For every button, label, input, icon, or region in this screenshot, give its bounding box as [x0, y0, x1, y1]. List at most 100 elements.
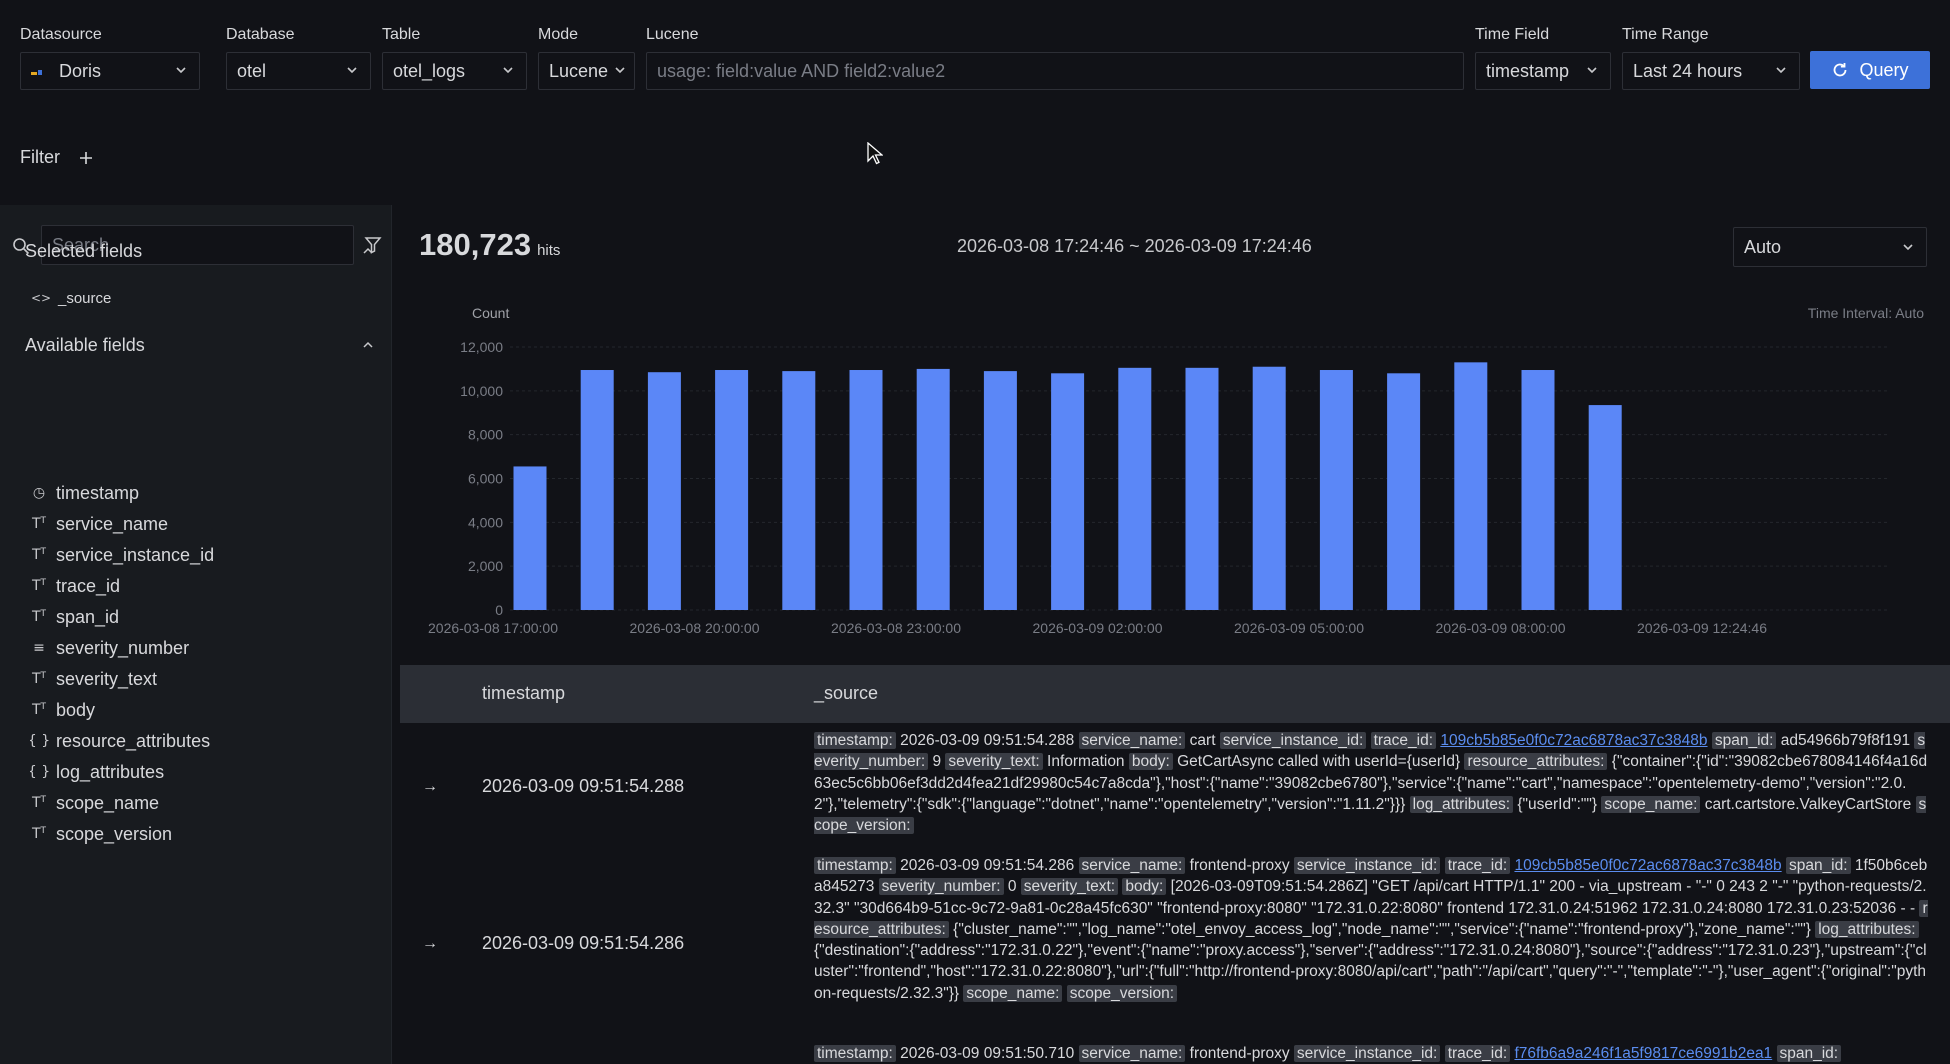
- query-button[interactable]: Query: [1810, 51, 1930, 89]
- chart-x-tick-label: 2026-03-08 23:00:00: [831, 620, 961, 636]
- field-search-input[interactable]: Search: [41, 225, 354, 265]
- selected-fields-header[interactable]: Selected fields: [25, 239, 375, 263]
- source-field-value: {"destination":{"address":"172.31.0.22"}…: [814, 942, 1927, 1002]
- field-item-service-instance-id[interactable]: T T service_instance_id: [30, 542, 215, 568]
- chevron-down-icon: [1587, 67, 1597, 74]
- field-item-scope-version[interactable]: T T scope_version: [30, 821, 215, 847]
- plus-icon[interactable]: [78, 150, 94, 166]
- time-field-value: timestamp: [1486, 60, 1570, 81]
- field-item-resource-attributes[interactable]: { } resource_attributes: [30, 728, 260, 754]
- expand-row-icon[interactable]: →: [422, 778, 438, 795]
- field-item-span-id[interactable]: T T span_id: [30, 604, 215, 630]
- chart-bar[interactable]: [1252, 366, 1286, 610]
- source-field-value: 1f50b6ceba845273: [814, 857, 1928, 896]
- field-name: service_name: [56, 513, 169, 534]
- chart-bar[interactable]: [916, 368, 950, 610]
- field-item-severity-text[interactable]: T T severity_text: [30, 666, 215, 692]
- chart-bar[interactable]: [1185, 367, 1219, 610]
- time-range-select[interactable]: Last 24 hours: [1622, 52, 1800, 90]
- column-header-source[interactable]: _source: [814, 683, 879, 703]
- chart-bar[interactable]: [1051, 373, 1085, 610]
- source-field-value: frontend-proxy: [1189, 1045, 1290, 1062]
- chart-y-tick-label: 0: [495, 602, 503, 618]
- chart-bar[interactable]: [513, 466, 547, 610]
- lucene-label: Lucene: [646, 26, 699, 43]
- field-item-scope-name[interactable]: T T scope_name: [30, 790, 215, 816]
- source-field-key: resource_attributes:: [1464, 753, 1608, 771]
- source-field-key: span_id:: [1711, 732, 1777, 749]
- expand-row-icon[interactable]: →: [422, 935, 438, 952]
- chart-y-tick-label: 4,000: [468, 514, 503, 530]
- hits-label: hits: [537, 242, 561, 259]
- source-field-key: body:: [1128, 753, 1173, 771]
- chart-bar[interactable]: [1319, 370, 1353, 610]
- table-select[interactable]: otel_logs: [382, 52, 527, 90]
- chart-bar[interactable]: [647, 372, 681, 610]
- search-icon: [13, 238, 30, 255]
- clock-icon: ◷: [32, 485, 46, 501]
- source-field-key: service_name:: [1078, 857, 1186, 874]
- lucene-query-input[interactable]: usage: field:value AND field2:value2: [646, 52, 1464, 90]
- chart-bar[interactable]: [1521, 370, 1555, 610]
- source-field-key: service_name:: [1078, 1045, 1186, 1062]
- code-icon: <>: [32, 291, 52, 305]
- filter-funnel-icon[interactable]: [364, 236, 382, 254]
- field-item-log-attributes[interactable]: { } log_attributes: [30, 759, 260, 785]
- trace-id-link[interactable]: 109cb5b85e0f0c72ac6878ac37c3848b: [1440, 732, 1708, 749]
- row-timestamp: 2026-03-09 09:51:54.288: [482, 776, 685, 796]
- chart-bar[interactable]: [782, 371, 816, 610]
- field-item-severity-number[interactable]: ≡ severity_number: [30, 635, 215, 661]
- field-item-trace-id[interactable]: T T trace_id: [30, 573, 215, 599]
- table-value: otel_logs: [393, 60, 466, 81]
- field-item-timestamp[interactable]: ◷ timestamp: [30, 480, 215, 506]
- source-field-key: service_instance_id:: [1293, 857, 1441, 874]
- source-field-value: cart.cartstore.ValkeyCartStore: [1704, 795, 1912, 813]
- histogram-chart: Count Time Interval: Auto 0 2,000 4,000 6,000…: [428, 305, 1924, 636]
- available-fields-header[interactable]: Available fields: [25, 333, 375, 357]
- chart-bar[interactable]: [715, 370, 749, 610]
- chart-bar[interactable]: [983, 371, 1017, 610]
- source-field-key: service_name:: [1078, 732, 1186, 749]
- source-field-value: 2026-03-09 09:51:50.710: [900, 1045, 1075, 1062]
- filter-label: Filter: [20, 147, 60, 167]
- query-toolbar: Datasource Doris Database otel Table ote…: [0, 0, 1950, 110]
- doris-logo-icon: [31, 70, 42, 75]
- source-field-key: scope_name:: [963, 984, 1063, 1002]
- interval-select[interactable]: Auto: [1733, 227, 1927, 267]
- datasource-select[interactable]: Doris: [20, 52, 200, 90]
- chart-bar[interactable]: [1387, 373, 1421, 610]
- chart-bar[interactable]: [1588, 405, 1622, 610]
- chevron-down-icon: [347, 67, 357, 74]
- chart-bar[interactable]: [1454, 362, 1488, 610]
- source-field-key: trace_id:: [1444, 857, 1511, 874]
- braces-icon: { }: [30, 733, 51, 749]
- field-item-body[interactable]: T T body: [30, 697, 215, 723]
- mode-select[interactable]: Lucene: [538, 52, 635, 90]
- database-select[interactable]: otel: [226, 52, 371, 90]
- field-name: severity_text: [56, 668, 158, 689]
- trace-id-link[interactable]: 109cb5b85e0f0c72ac6878ac37c3848b: [1514, 857, 1782, 874]
- source-field-value: [2026-03-09T09:51:54.286Z] "GET /api/car…: [814, 878, 1927, 917]
- chart-y-axis-label: Count: [472, 305, 509, 321]
- time-field-select[interactable]: timestamp: [1475, 52, 1611, 90]
- number-list-icon: ≡: [33, 640, 45, 656]
- chart-x-tick-label: 2026-03-08 20:00:00: [630, 620, 760, 636]
- source-field-key: span_id:: [1785, 857, 1851, 874]
- source-field-key: trace_id:: [1370, 732, 1437, 749]
- chart-y-tick-label: 6,000: [468, 471, 503, 487]
- source-field-value: 2026-03-09 09:51:54.288: [900, 732, 1075, 749]
- chart-bar[interactable]: [580, 370, 614, 610]
- trace-id-link[interactable]: f76fb6a9a246f1a5f9817ce6991b2ea1: [1514, 1045, 1773, 1062]
- chart-bar[interactable]: [849, 370, 883, 610]
- database-value: otel: [237, 60, 267, 81]
- field-name: log_attributes: [56, 761, 165, 782]
- hits-count: 180,723: [419, 227, 532, 262]
- column-header-timestamp[interactable]: timestamp: [482, 683, 566, 703]
- source-field-value: Information: [1047, 753, 1125, 771]
- field-name: service_instance_id: [56, 544, 215, 565]
- field-item-service-name[interactable]: T T service_name: [30, 511, 215, 537]
- chart-bar[interactable]: [1118, 367, 1152, 610]
- selected-field-source[interactable]: <> _source: [32, 285, 217, 311]
